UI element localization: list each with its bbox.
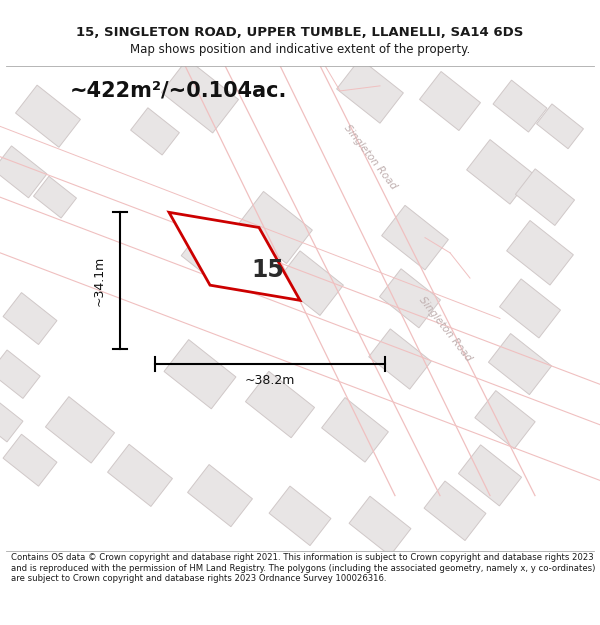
Polygon shape [380, 269, 440, 328]
Polygon shape [488, 334, 551, 394]
Polygon shape [188, 464, 253, 527]
Polygon shape [245, 371, 314, 438]
Polygon shape [34, 176, 76, 218]
Polygon shape [3, 292, 57, 344]
Polygon shape [269, 486, 331, 546]
Text: Map shows position and indicative extent of the property.: Map shows position and indicative extent… [130, 42, 470, 56]
Text: 15, SINGLETON ROAD, UPPER TUMBLE, LLANELLI, SA14 6DS: 15, SINGLETON ROAD, UPPER TUMBLE, LLANEL… [76, 26, 524, 39]
Polygon shape [493, 80, 547, 132]
Polygon shape [536, 104, 583, 149]
Polygon shape [506, 221, 574, 285]
Polygon shape [0, 146, 47, 198]
Text: Singleton Road: Singleton Road [417, 294, 473, 363]
Polygon shape [238, 191, 313, 264]
Text: 15: 15 [251, 258, 284, 282]
Text: Singleton Road: Singleton Road [342, 122, 398, 191]
Polygon shape [164, 339, 236, 409]
Polygon shape [181, 230, 239, 286]
Polygon shape [337, 59, 403, 123]
Polygon shape [169, 213, 300, 301]
Polygon shape [424, 481, 486, 541]
Polygon shape [46, 397, 115, 463]
Polygon shape [0, 398, 23, 442]
Polygon shape [161, 59, 239, 133]
Polygon shape [500, 279, 560, 338]
Polygon shape [458, 445, 521, 506]
Polygon shape [322, 398, 388, 462]
Polygon shape [3, 434, 57, 486]
Polygon shape [277, 251, 343, 316]
Polygon shape [16, 85, 80, 148]
Polygon shape [515, 169, 575, 226]
Polygon shape [419, 71, 481, 131]
Polygon shape [0, 350, 40, 399]
Text: ~422m²/~0.104ac.: ~422m²/~0.104ac. [70, 81, 287, 101]
Polygon shape [467, 139, 533, 204]
Polygon shape [382, 206, 448, 270]
Polygon shape [131, 107, 179, 155]
Polygon shape [369, 329, 431, 389]
Polygon shape [107, 444, 172, 506]
Text: ~38.2m: ~38.2m [245, 374, 295, 388]
Polygon shape [475, 391, 535, 449]
Text: Contains OS data © Crown copyright and database right 2021. This information is : Contains OS data © Crown copyright and d… [11, 553, 595, 583]
Polygon shape [349, 496, 411, 556]
Text: ~34.1m: ~34.1m [93, 256, 106, 306]
